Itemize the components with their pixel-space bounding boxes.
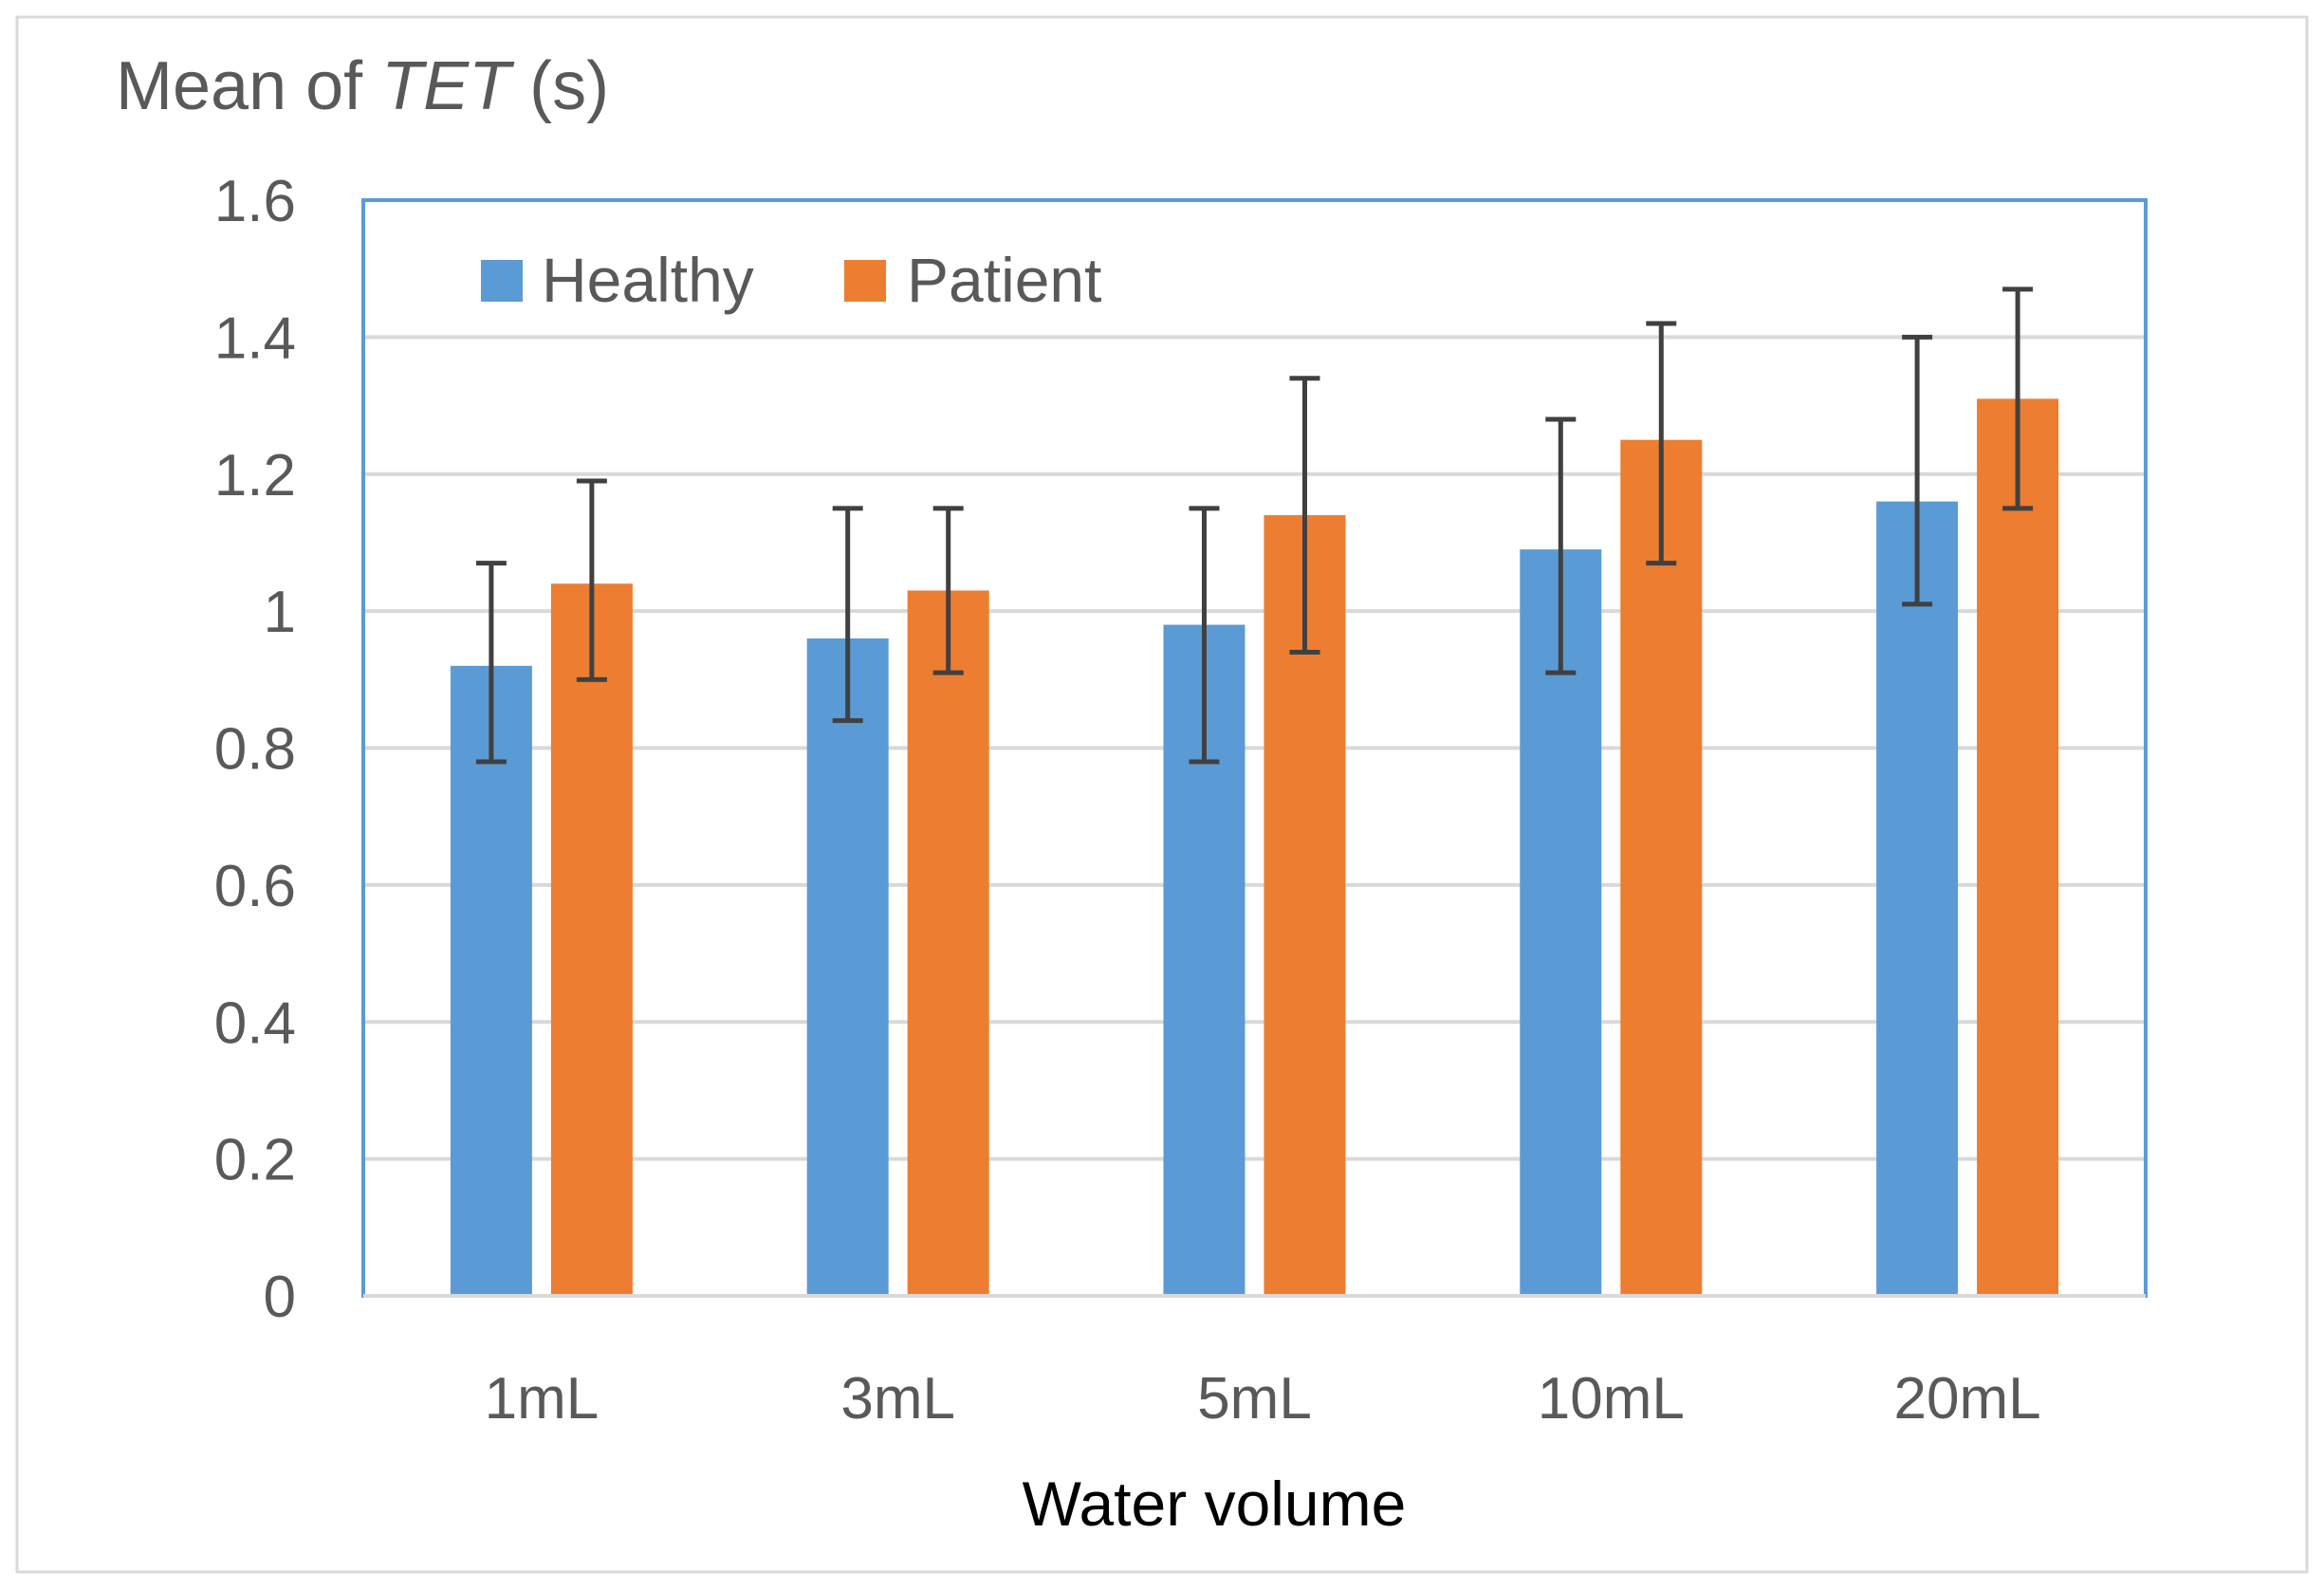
x-axis-ticks: 1mL 3mL 5mL 10mL 20mL	[485, 1366, 2041, 1432]
chart-frame	[15, 15, 2309, 1574]
x-axis-title: Water volume	[1023, 1469, 1407, 1539]
y-axis-title-suffix: (s)	[510, 48, 609, 124]
x-tick-label: 1mL	[485, 1366, 599, 1432]
bar-patient	[907, 590, 989, 1296]
y-tick-label: 1.4	[214, 305, 296, 371]
x-tick-label: 5mL	[1197, 1366, 1312, 1432]
y-tick-label: 0.8	[214, 717, 296, 783]
error-bars	[475, 286, 2034, 765]
y-axis-title-prefix: Mean of	[116, 48, 381, 124]
legend: Healthy Patient	[481, 245, 1101, 315]
y-axis-ticks: 0 0.2 0.4 0.6 0.8 1 1.2 1.4 1.6	[214, 169, 296, 1330]
bar-healthy	[450, 665, 532, 1296]
x-tick-label: 3mL	[840, 1366, 955, 1432]
gridlines	[363, 335, 2146, 1161]
y-tick-label: 1.2	[214, 443, 296, 508]
legend-label-healthy: Healthy	[542, 245, 754, 315]
y-tick-label: 1	[264, 580, 296, 645]
y-tick-label: 0.4	[214, 990, 296, 1056]
y-tick-label: 0	[264, 1265, 296, 1330]
bar-healthy	[806, 638, 889, 1296]
y-tick-label: 0.2	[214, 1128, 296, 1193]
y-tick-label: 0.6	[214, 854, 296, 919]
y-axis-title-italic: TET	[381, 48, 515, 124]
bar-patient	[1620, 439, 1703, 1296]
legend-label-patient: Patient	[907, 245, 1101, 315]
x-tick-label: 20mL	[1894, 1366, 2041, 1432]
bars	[450, 398, 2059, 1296]
bar-patient	[550, 583, 633, 1296]
legend-swatch-patient	[844, 260, 886, 302]
bar-healthy	[1876, 501, 1959, 1296]
bar-patient	[1977, 398, 2059, 1296]
x-tick-label: 10mL	[1538, 1366, 1685, 1432]
y-tick-label: 1.6	[214, 169, 296, 234]
y-axis-title: Mean of TET (s)	[116, 48, 609, 124]
legend-swatch-healthy	[481, 260, 523, 302]
